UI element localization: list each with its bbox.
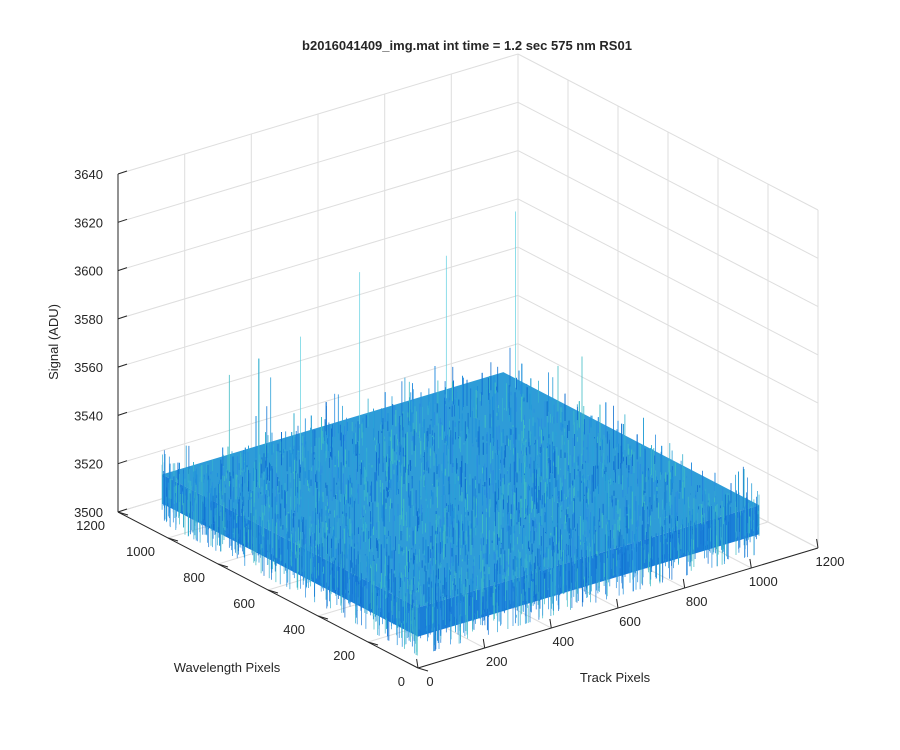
side-wall-grid-line bbox=[517, 198, 819, 356]
side-wall-grid-line bbox=[517, 294, 819, 452]
surface-plot bbox=[161, 211, 760, 656]
back-wall-grid-line bbox=[117, 53, 519, 175]
back-wall-grid-line bbox=[117, 343, 519, 465]
back-wall-grid-line bbox=[117, 294, 519, 416]
back-wall-grid-line bbox=[117, 101, 519, 223]
back-wall-grid-line bbox=[117, 246, 519, 368]
side-wall-grid-line bbox=[517, 150, 819, 308]
side-wall-grid-line bbox=[517, 53, 819, 211]
side-wall-grid-line bbox=[517, 343, 819, 501]
back-wall-grid-line bbox=[117, 150, 519, 272]
back-wall-grid-line bbox=[117, 198, 519, 320]
side-wall-grid-line bbox=[517, 246, 819, 404]
side-wall-grid-line bbox=[517, 101, 819, 259]
